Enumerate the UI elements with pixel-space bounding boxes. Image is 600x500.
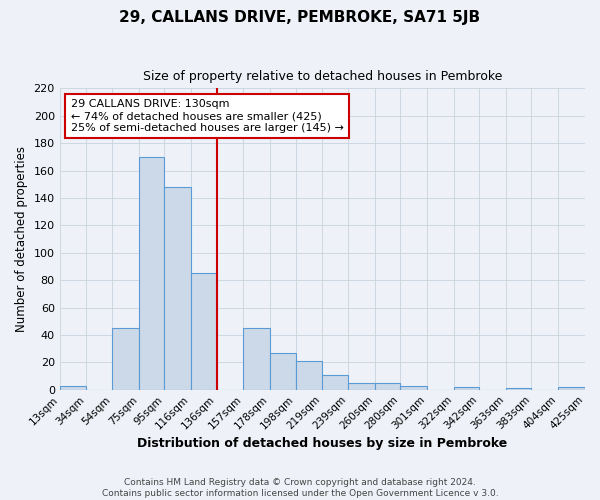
Bar [348,383,374,390]
Bar [164,187,191,390]
Bar [270,352,296,390]
Bar [296,361,322,390]
X-axis label: Distribution of detached houses by size in Pembroke: Distribution of detached houses by size … [137,437,508,450]
Title: Size of property relative to detached houses in Pembroke: Size of property relative to detached ho… [143,70,502,83]
Bar [322,374,348,390]
Bar [506,388,532,390]
Bar [400,386,427,390]
Y-axis label: Number of detached properties: Number of detached properties [15,146,28,332]
Bar [374,383,400,390]
Bar [558,387,585,390]
Bar [191,274,217,390]
Bar [454,387,479,390]
Text: 29, CALLANS DRIVE, PEMBROKE, SA71 5JB: 29, CALLANS DRIVE, PEMBROKE, SA71 5JB [119,10,481,25]
Bar [59,386,86,390]
Bar [139,157,164,390]
Bar [243,328,270,390]
Text: 29 CALLANS DRIVE: 130sqm
← 74% of detached houses are smaller (425)
25% of semi-: 29 CALLANS DRIVE: 130sqm ← 74% of detach… [71,100,344,132]
Bar [112,328,139,390]
Text: Contains HM Land Registry data © Crown copyright and database right 2024.
Contai: Contains HM Land Registry data © Crown c… [101,478,499,498]
